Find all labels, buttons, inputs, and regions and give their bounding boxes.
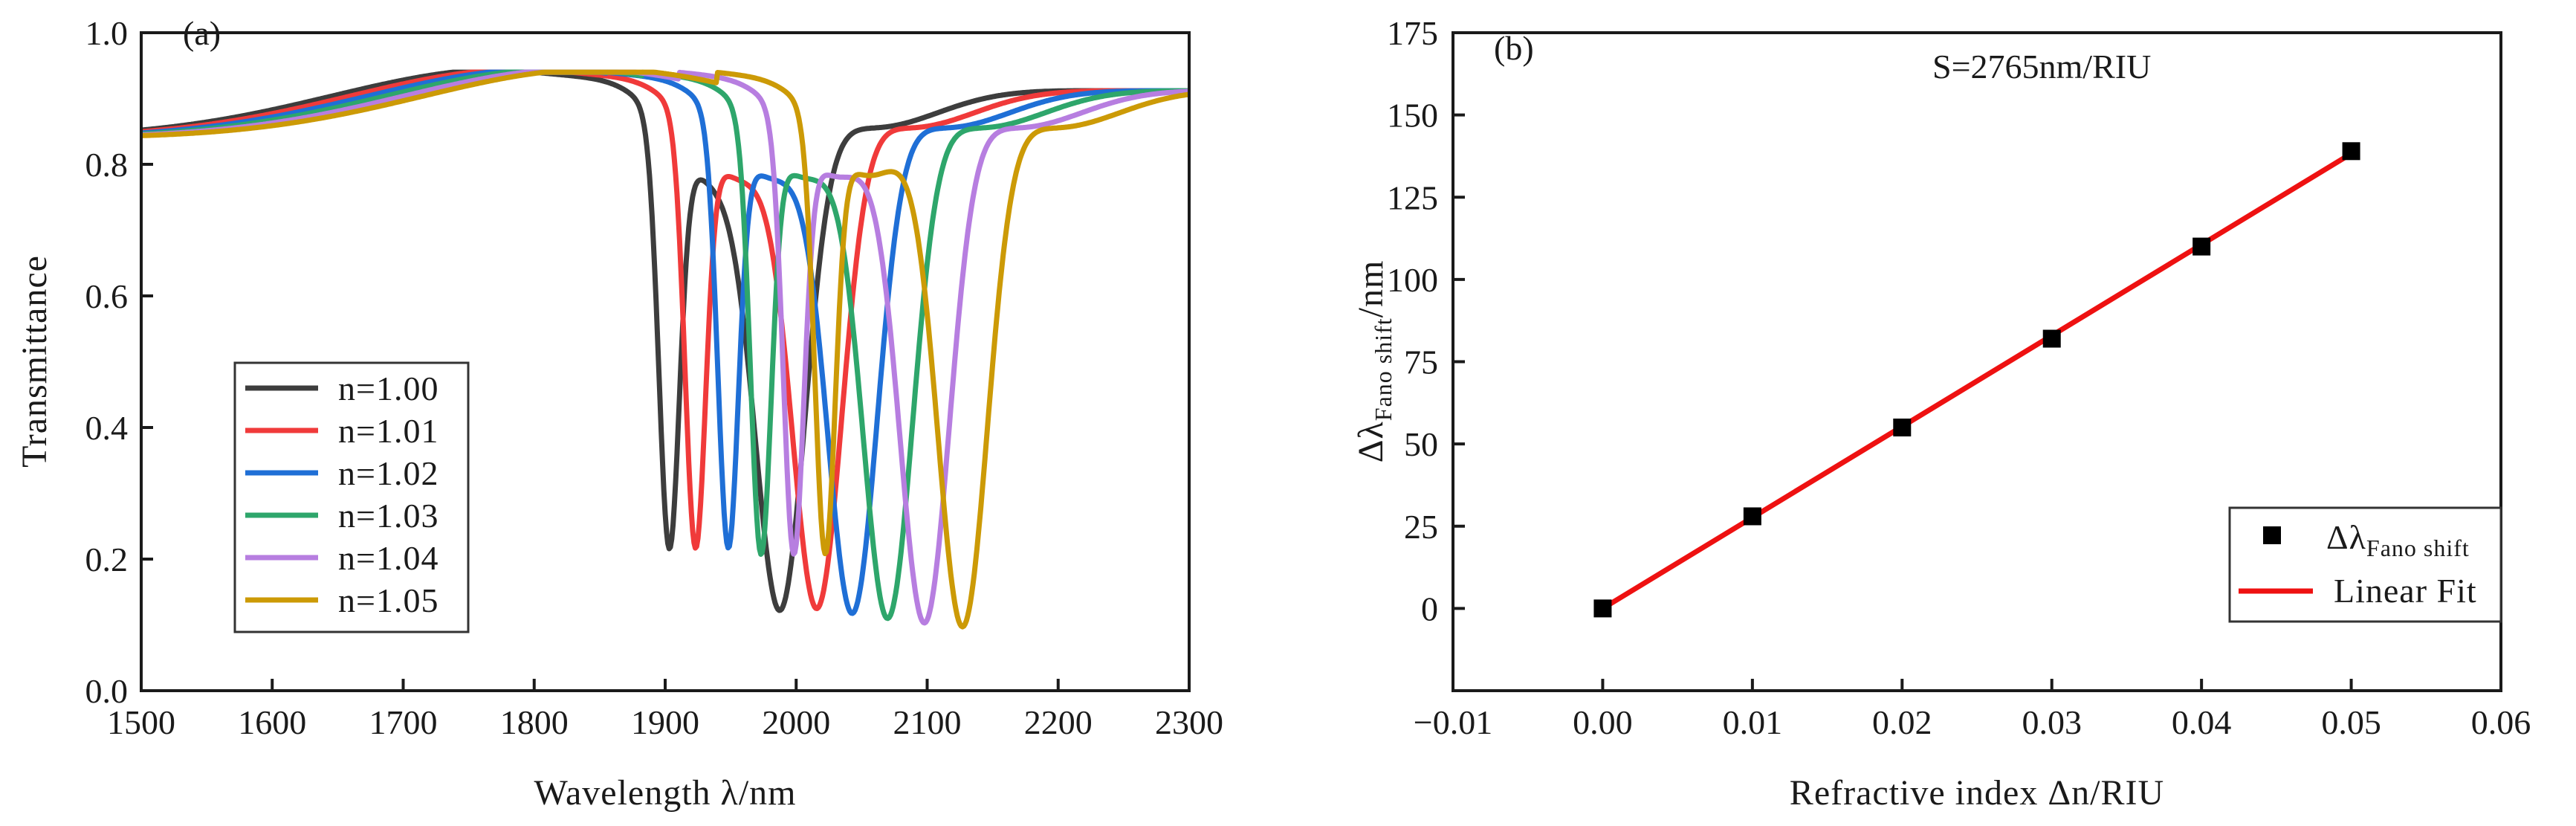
b-data-point bbox=[2042, 329, 2061, 348]
b-x-tick-label: 0.06 bbox=[2471, 703, 2531, 741]
b-legend-points-main: Δλ bbox=[2326, 518, 2366, 556]
a-y-tick-label: 0.2 bbox=[85, 541, 129, 578]
panel-a: 1500 1600 1700 1800 1900 2000 2100 2200 2300 0.0… bbox=[15, 14, 1223, 813]
a-curves-group bbox=[140, 69, 1191, 630]
b-x-tick-label: 0.00 bbox=[1573, 703, 1633, 741]
b-x-tick-label: −0.01 bbox=[1414, 703, 1492, 741]
a-x-tick-label: 1700 bbox=[369, 703, 438, 741]
a-series-line-n=1.01 bbox=[140, 69, 1191, 611]
b-y-tick-label: 50 bbox=[1404, 425, 1438, 463]
b-x-tick-label: 0.04 bbox=[2172, 703, 2232, 741]
b-legend: ΔλFano shift Linear Fit bbox=[2228, 506, 2502, 623]
b-y-title-main: Δλ bbox=[1351, 421, 1391, 462]
b-fit-line bbox=[1601, 151, 2353, 611]
a-y-tick-label: 0.0 bbox=[85, 672, 129, 710]
b-y-tick-label: 150 bbox=[1387, 97, 1438, 135]
a-legend-label: n=1.05 bbox=[338, 581, 438, 619]
b-y-tick-label: 25 bbox=[1404, 508, 1438, 546]
b-legend-points-sub: Fano shift bbox=[2366, 535, 2470, 561]
a-y-tick-label: 0.8 bbox=[85, 146, 129, 184]
b-data-point bbox=[2192, 237, 2211, 256]
b-y-title-sub: Fano shift bbox=[1370, 317, 1397, 421]
b-legend-label-points: ΔλFano shift bbox=[2326, 518, 2470, 561]
a-x-tick-label: 2200 bbox=[1024, 703, 1093, 741]
a-legend-box bbox=[233, 361, 470, 633]
a-x-tick-label: 1600 bbox=[238, 703, 306, 741]
a-x-tick-label: 1800 bbox=[500, 703, 569, 741]
a-legend-label: n=1.03 bbox=[338, 497, 438, 535]
a-series-line-n=1.04 bbox=[140, 69, 1191, 626]
panel-b: −0.01 0.00 0.01 0.02 0.03 0.04 0.05 0.06 0 25 50 7… bbox=[1351, 14, 2531, 813]
a-legend-label: n=1.00 bbox=[338, 370, 438, 407]
b-y-ticks: 0 25 50 75 100 125 150 175 bbox=[1387, 14, 1465, 627]
b-legend-label-fit: Linear Fit bbox=[2334, 572, 2477, 610]
b-y-axis-title: ΔλFano shift/nm bbox=[1351, 260, 1397, 463]
a-series-line-n=1.02 bbox=[140, 69, 1191, 616]
a-series-line-n=1.05 bbox=[140, 69, 1191, 630]
a-x-tick-label: 1500 bbox=[107, 703, 175, 741]
b-x-tick-label: 0.01 bbox=[1723, 703, 1783, 741]
a-x-ticks: 1500 1600 1700 1800 1900 2000 2100 2200 2300 bbox=[107, 679, 1223, 741]
b-x-tick-label: 0.03 bbox=[2022, 703, 2082, 741]
a-legend-label: n=1.01 bbox=[338, 412, 438, 450]
b-sensitivity-annotation: S=2765nm/RIU bbox=[1932, 48, 2151, 85]
b-fit-group bbox=[1601, 151, 2353, 611]
a-y-tick-label: 0.6 bbox=[85, 277, 129, 315]
a-x-tick-label: 2300 bbox=[1155, 703, 1223, 741]
a-x-axis-title: Wavelength λ/nm bbox=[534, 773, 797, 813]
a-x-tick-label: 1900 bbox=[631, 703, 699, 741]
a-y-ticks: 0.0 0.2 0.4 0.6 0.8 1.0 bbox=[85, 14, 153, 710]
a-y-tick-label: 1.0 bbox=[85, 14, 129, 52]
b-x-tick-label: 0.02 bbox=[1872, 703, 1932, 741]
b-x-ticks: −0.01 0.00 0.01 0.02 0.03 0.04 0.05 0.06 bbox=[1414, 679, 2531, 741]
b-y-tick-label: 125 bbox=[1387, 178, 1438, 216]
b-x-axis-title: Refractive index Δn/RIU bbox=[1790, 773, 2164, 813]
a-x-tick-label: 2100 bbox=[893, 703, 962, 741]
b-data-point bbox=[1743, 507, 1761, 526]
b-data-point bbox=[1893, 419, 1912, 436]
b-y-tick-label: 0 bbox=[1421, 590, 1438, 627]
a-series-line-n=1.00 bbox=[140, 69, 1191, 613]
b-legend-marker-points bbox=[2263, 526, 2281, 544]
b-points-group bbox=[1593, 142, 2360, 618]
a-legend-label: n=1.02 bbox=[338, 454, 438, 492]
a-legend: n=1.00 n=1.01 n=1.02 n=1.03 n=1.04 n=1.05 bbox=[233, 361, 470, 633]
b-data-point bbox=[1593, 599, 1612, 618]
b-data-point bbox=[2342, 142, 2360, 161]
b-y-tick-label: 175 bbox=[1387, 14, 1438, 52]
a-panel-label: (a) bbox=[183, 14, 221, 52]
a-y-tick-label: 0.4 bbox=[85, 409, 129, 447]
a-legend-label: n=1.04 bbox=[338, 539, 438, 577]
a-y-axis-title: Transmittance bbox=[15, 255, 54, 468]
a-x-tick-label: 2000 bbox=[762, 703, 830, 741]
b-y-tick-label: 75 bbox=[1404, 343, 1438, 381]
b-panel-label: (b) bbox=[1494, 29, 1534, 67]
b-x-tick-label: 0.05 bbox=[2321, 703, 2381, 741]
b-y-title-tail: /nm bbox=[1351, 260, 1391, 318]
b-y-tick-label: 100 bbox=[1387, 261, 1438, 299]
